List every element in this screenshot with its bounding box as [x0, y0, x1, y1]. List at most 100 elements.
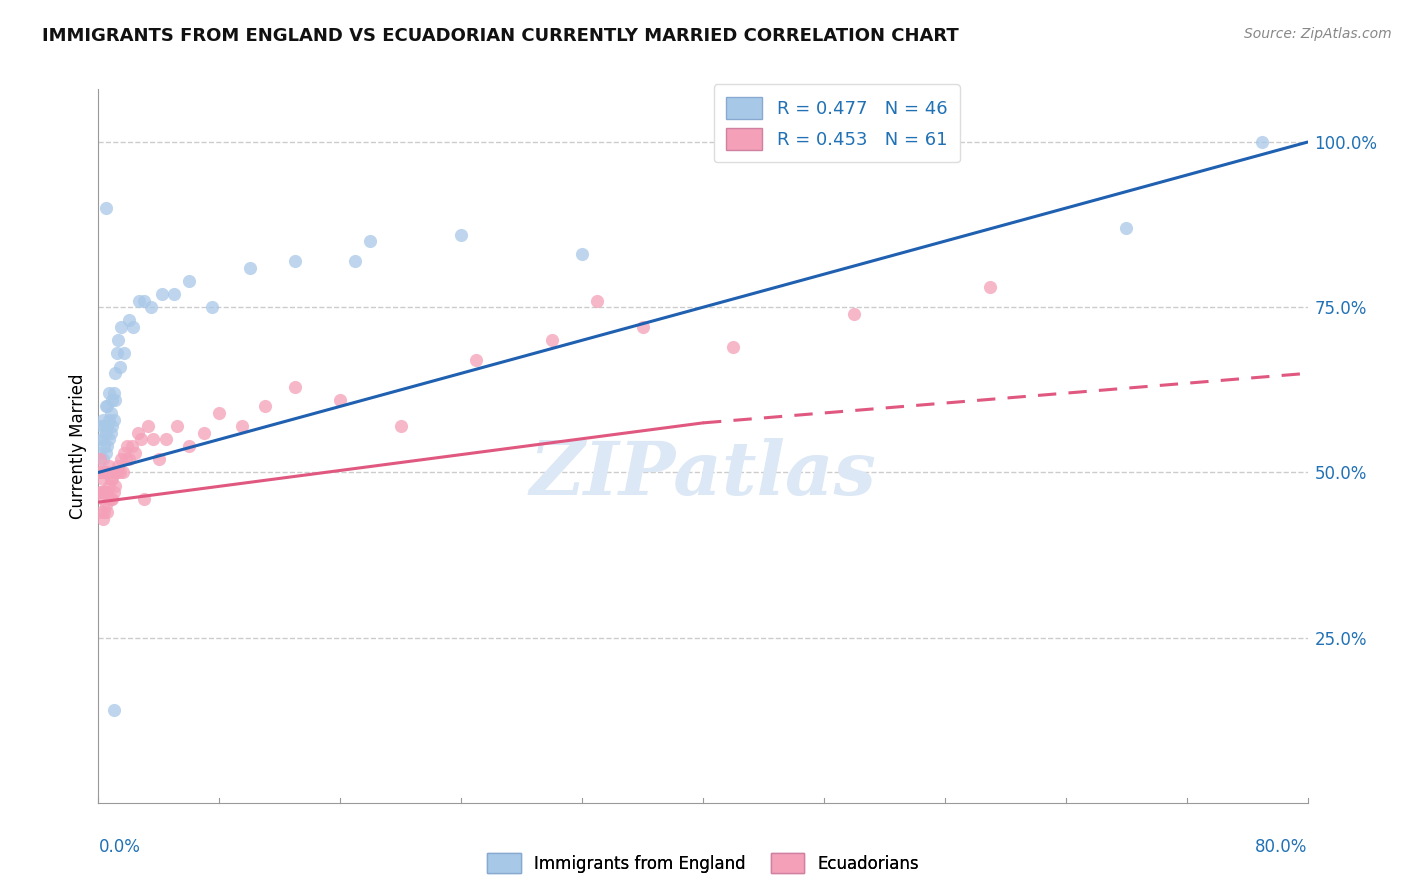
Point — [104, 392, 127, 407]
Point — [253, 400, 276, 414]
Point — [89, 485, 111, 500]
Legend: Immigrants from England, Ecuadorians: Immigrants from England, Ecuadorians — [481, 847, 925, 880]
Point — [100, 406, 122, 420]
Point — [540, 333, 562, 347]
Point — [94, 485, 117, 500]
Point — [101, 392, 124, 407]
Point — [91, 452, 114, 467]
Point — [93, 439, 115, 453]
Point — [150, 287, 173, 301]
Point — [163, 287, 186, 301]
Point — [101, 419, 124, 434]
Text: ZIPatlas: ZIPatlas — [530, 438, 876, 511]
Point — [96, 505, 118, 519]
Point — [586, 293, 609, 308]
Text: 80.0%: 80.0% — [1256, 838, 1308, 856]
Text: Source: ZipAtlas.com: Source: ZipAtlas.com — [1244, 27, 1392, 41]
Point — [94, 201, 117, 215]
Point — [100, 491, 122, 506]
Point — [155, 433, 177, 447]
Point — [103, 386, 125, 401]
Point — [96, 400, 118, 414]
Point — [231, 419, 253, 434]
Point — [465, 353, 488, 368]
Point — [571, 247, 593, 261]
Point — [208, 406, 231, 420]
Point — [132, 491, 155, 506]
Point — [344, 254, 367, 268]
Point — [91, 433, 114, 447]
Point — [89, 445, 111, 459]
Point — [93, 485, 115, 500]
Point — [979, 280, 1001, 294]
Point — [98, 386, 121, 401]
Point — [98, 491, 121, 506]
Point — [98, 478, 121, 492]
Point — [93, 505, 115, 519]
Point — [128, 293, 150, 308]
Point — [107, 333, 129, 347]
Point — [844, 307, 866, 321]
Point — [723, 340, 745, 354]
Point — [105, 466, 128, 480]
Point — [103, 485, 125, 500]
Point — [108, 466, 131, 480]
Point — [118, 313, 141, 327]
Point — [104, 478, 127, 492]
Point — [631, 320, 654, 334]
Point — [124, 445, 146, 459]
Point — [94, 466, 117, 480]
Point — [94, 445, 117, 459]
Point — [1251, 135, 1274, 149]
Point — [98, 458, 121, 473]
Point — [166, 419, 188, 434]
Point — [141, 300, 163, 314]
Point — [103, 703, 125, 717]
Point — [114, 452, 136, 467]
Point — [103, 412, 125, 426]
Point — [96, 485, 118, 500]
Point — [201, 300, 224, 314]
Point — [98, 433, 121, 447]
Point — [89, 452, 111, 467]
Point — [105, 346, 128, 360]
Point — [91, 472, 114, 486]
Point — [91, 511, 114, 525]
Point — [94, 425, 117, 440]
Point — [122, 320, 145, 334]
Point — [118, 452, 141, 467]
Point — [91, 491, 114, 506]
Text: IMMIGRANTS FROM ENGLAND VS ECUADORIAN CURRENTLY MARRIED CORRELATION CHART: IMMIGRANTS FROM ENGLAND VS ECUADORIAN CU… — [42, 27, 959, 45]
Point — [107, 458, 129, 473]
Point — [450, 227, 472, 242]
Point — [103, 466, 125, 480]
Point — [1115, 221, 1137, 235]
Point — [284, 254, 307, 268]
Point — [389, 419, 412, 434]
Point — [179, 274, 201, 288]
Point — [100, 472, 122, 486]
Point — [90, 485, 112, 500]
Point — [91, 412, 114, 426]
Point — [90, 505, 112, 519]
Point — [98, 412, 121, 426]
Point — [89, 466, 111, 480]
Point — [110, 320, 132, 334]
Point — [239, 260, 262, 275]
Point — [108, 359, 131, 374]
Point — [193, 425, 215, 440]
Point — [329, 392, 352, 407]
Point — [104, 367, 127, 381]
Point — [96, 466, 118, 480]
Point — [94, 499, 117, 513]
Point — [112, 445, 135, 459]
Y-axis label: Currently Married: Currently Married — [69, 373, 87, 519]
Point — [112, 346, 135, 360]
Point — [121, 439, 143, 453]
Point — [100, 425, 122, 440]
Point — [93, 419, 115, 434]
Point — [129, 433, 152, 447]
Point — [115, 439, 138, 453]
Point — [90, 433, 112, 447]
Point — [90, 466, 112, 480]
